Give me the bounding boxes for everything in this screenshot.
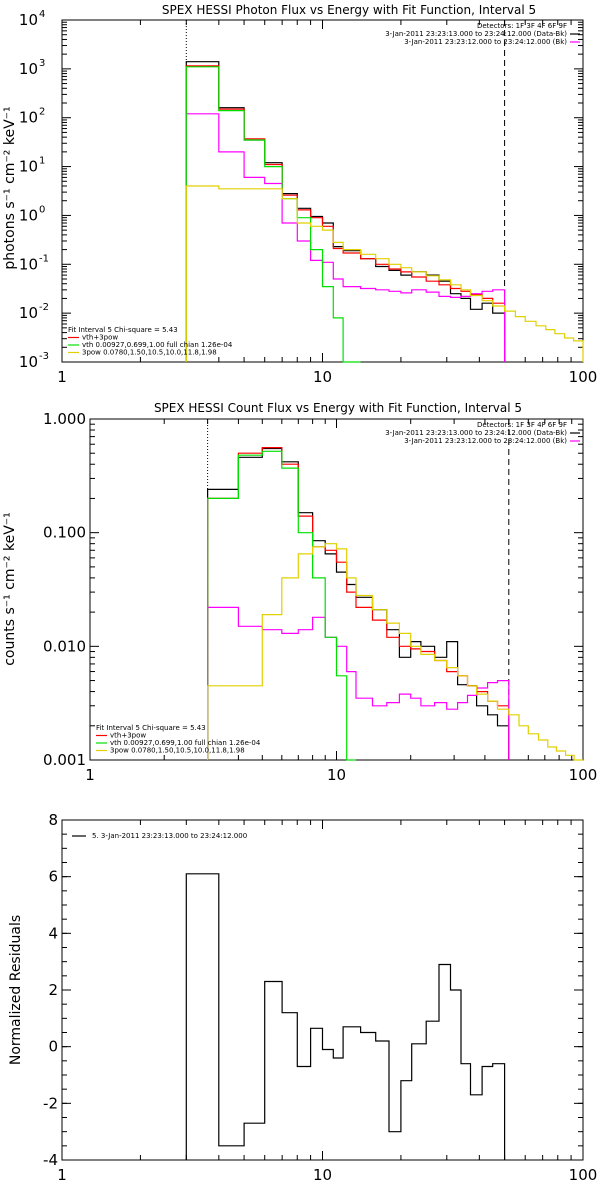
x-tick-label: 1 (85, 766, 95, 784)
series-pow-line (207, 543, 583, 761)
legend-bottom-text: Fit Interval 5 Chi-square = 5.43 (96, 724, 206, 732)
photon-flux-ylabel: photons s⁻¹ cm⁻² keV⁻¹ (2, 106, 18, 269)
y-tick-label: 0.010 (43, 637, 86, 655)
legend-top-text: Detectors: 1F 3F 4F 6F 9F (477, 421, 567, 429)
y-tick-label: 10 (19, 255, 38, 273)
legend-bottom-text: vth 0.00927,0.699,1.00 full chian 1.26e-… (82, 341, 233, 349)
x-tick-label: 1 (57, 368, 67, 386)
x-tick-label: 10 (313, 368, 332, 386)
series-data-line (207, 447, 510, 760)
panel-photon-flux: SPEX HESSI Photon Flux vs Energy with Fi… (2, 3, 597, 386)
legend-bottom-text: 3pow 0.0780,1.50,10.5,10.0,11.8,1.98 (110, 747, 245, 755)
series-data-line (185, 873, 506, 1160)
panel-count-flux: SPEX HESSI Count Flux vs Energy with Fit… (2, 401, 597, 784)
legend-bottom-text: vth+3pow (82, 334, 118, 342)
y-tick-label: 2 (48, 981, 58, 999)
y-tick-label: 4 (48, 924, 58, 942)
series-pow-line (185, 185, 584, 362)
y-tick-label: 6 (48, 868, 58, 886)
legend-top-text: 3-Jan-2011 23:23:12.000 to 23:24:12.000 … (404, 38, 567, 46)
residuals-ylabel: Normalized Residuals (8, 915, 24, 1065)
count-flux-title: SPEX HESSI Count Flux vs Energy with Fit… (154, 401, 522, 415)
y-tick-label: 0.001 (43, 751, 86, 769)
y-tick-label: 10 (19, 304, 38, 322)
series-vth-line (185, 66, 361, 363)
legend-bottom-text: vth 0.00927,0.699,1.00 full chian 1.26e-… (110, 739, 261, 747)
x-tick-label: 100 (569, 368, 598, 386)
y-tick-label: 10 (19, 158, 38, 176)
y-tick-label: 8 (48, 811, 58, 829)
x-tick-label: 1 (57, 1166, 67, 1184)
y-tick-exponent: -2 (39, 302, 49, 313)
legend-top-text: 3-Jan-2011 23:23:13.000 to 23:24:12.000 … (385, 429, 567, 437)
y-tick-exponent: 2 (39, 107, 45, 118)
y-tick-exponent: 3 (39, 58, 45, 69)
series-vth-line (207, 450, 356, 761)
y-tick-label: -4 (43, 1151, 58, 1169)
y-tick-exponent: -3 (39, 351, 49, 362)
legend-top-text: Detectors: 1F 3F 4F 6F 9F (477, 22, 567, 30)
legend-bottom-text: vth+3pow (110, 732, 146, 740)
photon-flux-title: SPEX HESSI Photon Flux vs Energy with Fi… (162, 3, 536, 17)
y-tick-label: 10 (19, 206, 38, 224)
legend-top-text: 3-Jan-2011 23:23:13.000 to 23:24:12.000 … (385, 30, 567, 38)
y-tick-label: 10 (19, 11, 38, 29)
panel-residuals: Normalized Residuals 1 10 100 -4 -2 0 2 4 6 8 5. 3… (8, 811, 597, 1184)
count-flux-ylabel: counts s⁻¹ cm⁻² keV⁻¹ (2, 512, 18, 666)
y-tick-label: 10 (19, 353, 38, 371)
series-total-line (185, 65, 506, 362)
x-tick-label: 10 (327, 766, 346, 784)
x-tick-label: 10 (313, 1166, 332, 1184)
y-tick-label: 10 (19, 109, 38, 127)
y-tick-label: 1.000 (43, 410, 86, 428)
series-bk-line (185, 113, 506, 362)
y-tick-exponent: 4 (39, 9, 45, 20)
legend-bottom-text: Fit Interval 5 Chi-square = 5.43 (68, 326, 178, 334)
series-data-line (185, 61, 506, 362)
y-tick-label: 0 (48, 1038, 58, 1056)
series-total-line (207, 447, 510, 760)
series-bk-line (207, 606, 510, 760)
y-tick-exponent: -1 (39, 253, 49, 264)
y-tick-exponent: 1 (39, 156, 45, 167)
y-tick-label: 10 (19, 60, 38, 78)
y-tick-label: 0.100 (43, 524, 86, 542)
y-tick-exponent: 0 (39, 204, 45, 215)
y-tick-label: -2 (43, 1094, 58, 1112)
legend-top-text: 3-Jan-2011 23:23:12.000 to 23:24:12.000 … (404, 437, 567, 445)
legend-bottom-text: 3pow 0.0780,1.50,10.5,10.0,11.8,1.98 (82, 349, 217, 357)
legend-top-text: 5. 3-Jan-2011 23:23:13.000 to 23:24:12.0… (92, 832, 247, 840)
x-tick-label: 100 (569, 766, 598, 784)
x-tick-label: 100 (569, 1166, 598, 1184)
